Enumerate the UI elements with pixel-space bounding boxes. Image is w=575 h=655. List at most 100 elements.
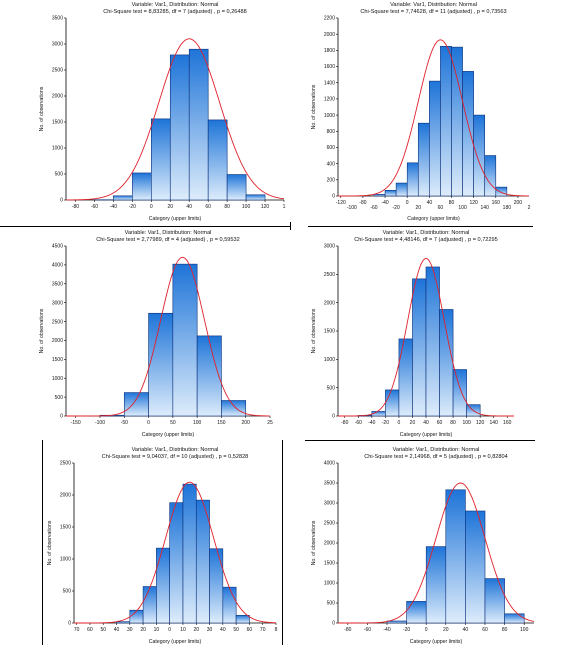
histogram-bar (425, 266, 440, 417)
separator-line (305, 440, 535, 441)
x-axis-label: Category (upper limits) (149, 216, 202, 222)
y-tick-label: 2500 (52, 68, 63, 74)
normal-fit-curve (66, 256, 271, 417)
chart-subtitle: Chi-Square test = 4,48146, df = 7 (adjus… (354, 237, 498, 243)
y-axis-label: No. of observations (39, 86, 45, 131)
y-tick-label: 2500 (324, 272, 335, 278)
x-tick-label: 1 (283, 204, 286, 210)
x-tick-label: -60 (91, 204, 98, 210)
x-axis-label: Category (upper limits) (407, 216, 460, 222)
x-tick-label: 20 (167, 204, 173, 210)
x-tick-label: 100 (462, 420, 471, 426)
y-axis-label: No. of observations (311, 308, 317, 353)
x-tick-label: 60 (205, 204, 211, 210)
y-tick-label: 200 (327, 178, 336, 184)
x-tick-label-secondary: 20 (415, 205, 421, 211)
y-tick-label: 4000 (52, 263, 63, 269)
chart-subtitle: Chi-Square test = 8,83285, df = 7 (adjus… (103, 9, 247, 15)
y-tick-label: 2500 (52, 319, 63, 325)
x-tick-label: 40 (186, 204, 192, 210)
histogram-bar (429, 80, 441, 197)
x-tick-label: -60 (364, 627, 371, 633)
y-tick-label: 2500 (60, 461, 71, 467)
chart-title: Variable: Var1, Distribution: Normal (383, 230, 470, 236)
histogram-panel-6: Variable: Var1, Distribution: NormalChi-… (311, 447, 535, 645)
separator-line (282, 440, 283, 645)
x-tick-label-secondary: -100 (347, 205, 357, 211)
y-tick-label: 1500 (324, 561, 335, 567)
x-tick-label: 70 (260, 627, 266, 633)
histogram-bar (412, 278, 427, 417)
y-tick-label: 0 (332, 414, 335, 420)
y-tick-label: 1000 (324, 357, 335, 363)
y-tick-label: 4500 (52, 244, 63, 250)
x-tick-label: -80 (344, 627, 351, 633)
normal-fit-curve (338, 482, 535, 624)
y-tick-label: 400 (327, 161, 336, 167)
histogram-bar (132, 172, 152, 201)
histogram-bar (484, 155, 497, 197)
histogram-bar (182, 483, 197, 624)
normal-fit-curve (65, 38, 285, 201)
histogram-bar (156, 547, 170, 624)
y-tick-label: 1000 (52, 146, 63, 152)
x-tick-label-secondary: 100 (458, 205, 467, 211)
y-tick-label: 1500 (60, 525, 71, 531)
y-tick-label: 2000 (324, 32, 335, 38)
separator-line (308, 226, 533, 227)
histogram-bar (169, 502, 184, 624)
histogram-bar (245, 194, 266, 201)
histogram-bar (235, 615, 250, 624)
x-tick-label: -50 (121, 420, 128, 426)
y-tick-label: 600 (327, 145, 336, 151)
y-tick-label: 2000 (52, 338, 63, 344)
x-axis-label: Category (upper limits) (410, 639, 463, 645)
chart-title: Variable: Var1, Distribution: Normal (390, 2, 477, 8)
x-tick-label: 40 (463, 627, 469, 633)
chart-title: Variable: Var1, Distribution: Normal (125, 230, 212, 236)
x-tick-label: -60 (355, 420, 362, 426)
x-tick-label: 10 (154, 627, 160, 633)
x-tick-label: 30 (127, 627, 133, 633)
histogram-bar (451, 46, 463, 197)
x-tick-label: 40 (423, 420, 429, 426)
x-tick-label: 80 (224, 204, 230, 210)
chart-subtitle: Chi-Square test = 7,74628, df = 11 (adju… (360, 9, 506, 15)
y-tick-label: 4000 (324, 461, 335, 467)
x-tick-label-secondary: -60 (370, 205, 377, 211)
histogram-panel-5: Variable: Var1, Distribution: NormalChi-… (47, 447, 278, 645)
y-tick-label: 3000 (324, 244, 335, 250)
histogram-bar (495, 186, 508, 197)
x-axis-label: Category (upper limits) (142, 432, 195, 438)
x-tick-label: 100 (242, 204, 251, 210)
y-tick-label: 1500 (324, 329, 335, 335)
histogram-bar (113, 195, 133, 201)
histogram-bar (473, 114, 486, 197)
y-tick-label: 1500 (52, 120, 63, 126)
y-tick-label: 3500 (52, 16, 63, 22)
x-tick-label: 150 (217, 420, 226, 426)
y-tick-label: 1600 (324, 64, 335, 70)
chart-title: Variable: Var1, Distribution: Normal (393, 447, 480, 453)
x-tick-label: 160 (503, 420, 512, 426)
x-tick-label-secondary: -20 (393, 205, 400, 211)
x-tick-label: -80 (359, 200, 366, 206)
y-tick-label: 1000 (324, 113, 335, 119)
x-tick-label: 100 (193, 420, 202, 426)
normal-fit-curve (74, 481, 277, 624)
y-tick-label: 1000 (60, 557, 71, 563)
y-tick-label: 800 (327, 129, 336, 135)
y-axis-label: No. of observations (47, 520, 53, 565)
x-tick-label: 60 (437, 420, 443, 426)
y-axis-label: No. of observations (39, 308, 45, 353)
x-tick-label: 40 (427, 200, 433, 206)
histogram-bar (385, 389, 400, 417)
x-tick-label: 0 (425, 627, 428, 633)
x-tick-label-secondary: 60 (438, 205, 444, 211)
histogram-bar (439, 309, 454, 417)
x-tick-label: 200 (242, 420, 251, 426)
x-tick-label: 10 (180, 627, 186, 633)
y-tick-label: 500 (63, 589, 72, 595)
y-tick-label: 500 (327, 385, 336, 391)
x-tick-label: 160 (492, 200, 501, 206)
